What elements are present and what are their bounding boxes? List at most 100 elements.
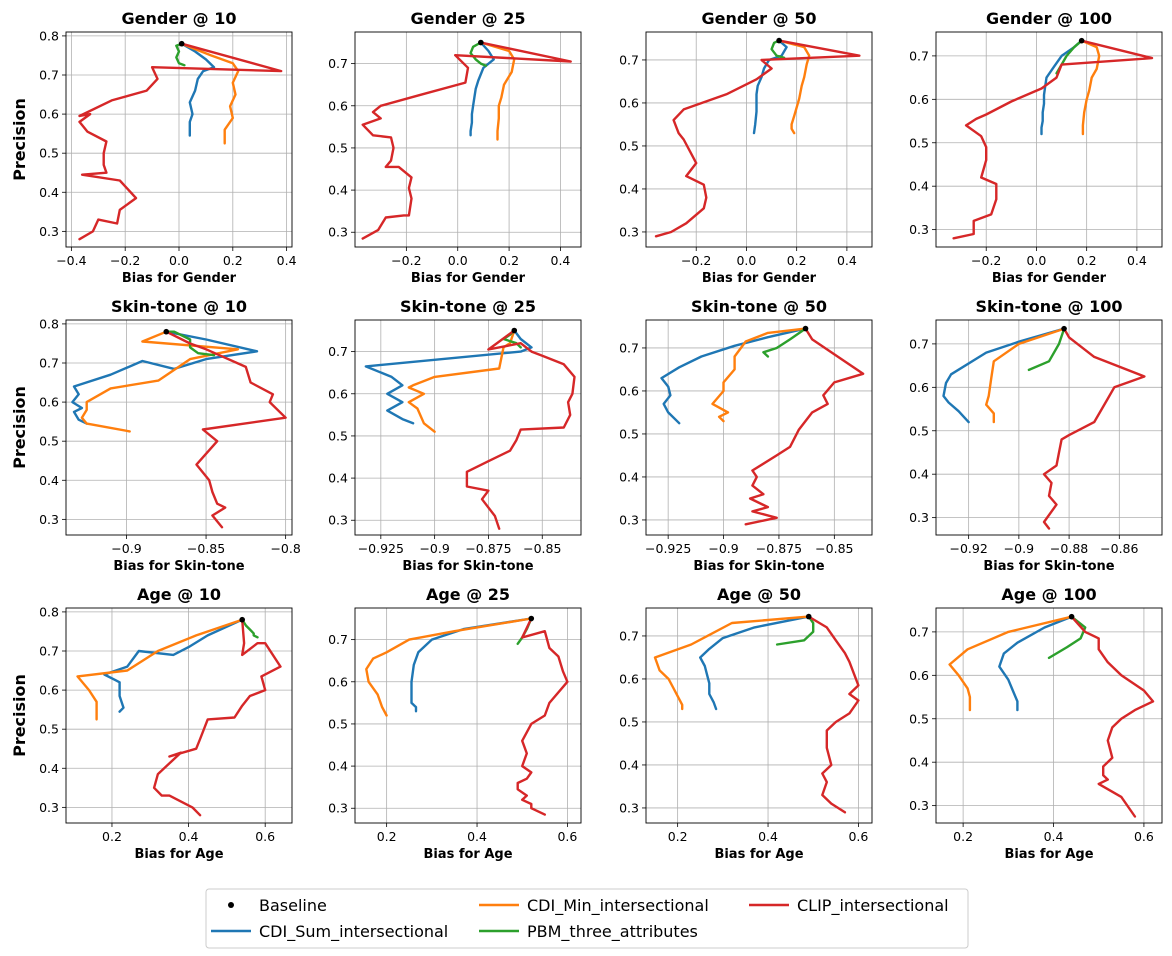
x-tick-label: 0.2 [668, 829, 688, 844]
x-axis-label: Bias for Skin-tone [693, 559, 824, 574]
x-tick-label: 0.4 [551, 253, 571, 268]
y-tick-label: 0.6 [909, 668, 929, 683]
baseline-point [178, 40, 185, 47]
y-tick-label: 0.6 [619, 95, 639, 110]
subplot-gender-100: −0.2 0.0 0.2 0.4 0.3 0.4 0.5 0.6 0.7 Gender @ 100… [909, 9, 1163, 286]
legend-frame [205, 888, 969, 949]
subplot-title: Gender @ 10 [122, 9, 237, 28]
subplot-skin-tone-50: −0.925 −0.9 −0.875 −0.85 0.3 0.4 0.5 0.6 0.7 Skin… [619, 297, 873, 574]
series-line-cdi-min-intersectional [365, 617, 533, 717]
plot-frame [935, 319, 1163, 536]
x-tick-label: −0.875 [465, 541, 511, 556]
x-tick-label: −0.85 [187, 541, 225, 556]
baseline-point [1068, 613, 1075, 620]
subplot-title: Gender @ 50 [702, 9, 817, 28]
y-tick-label: 0.5 [619, 714, 639, 729]
baseline-point [776, 37, 782, 44]
series-line-clip-intersectional [1070, 615, 1155, 818]
subplot-title: Age @ 25 [426, 585, 510, 604]
series-line-clip-intersectional [78, 42, 283, 241]
plot-frame [645, 31, 873, 248]
y-tick-label: 0.5 [619, 138, 639, 153]
y-tick-label: 0.7 [39, 356, 59, 371]
plot-frame [645, 607, 873, 824]
subplot-title: Skin-tone @ 10 [111, 297, 247, 316]
y-tick-label: 0.5 [328, 716, 348, 731]
subplot-skin-tone-25: −0.925 −0.9 −0.875 −0.85 0.3 0.4 0.5 0.6 0.7 Skin… [328, 297, 582, 574]
y-tick-label: 0.7 [328, 56, 348, 71]
legend-item-baseline: Baseline [228, 896, 327, 915]
plot-frame [935, 607, 1163, 824]
legend-label: CLIP_intersectional [797, 896, 949, 916]
x-tick-label: 0.2 [223, 253, 243, 268]
legend-label: CDI_Min_intersectional [527, 896, 709, 916]
series-line-cdi-sum-intersectional [180, 42, 216, 137]
y-tick-label: 0.3 [619, 224, 639, 239]
x-tick-label: −0.9 [419, 541, 449, 556]
series-line-pbm-three-attributes [762, 327, 807, 358]
subplot-title: Skin-tone @ 50 [691, 297, 827, 316]
x-tick-label: −0.92 [949, 541, 987, 556]
y-tick-label: 0.4 [39, 473, 59, 488]
plot-frame [354, 319, 582, 536]
series-line-cdi-min-intersectional [479, 41, 516, 141]
baseline-point [511, 327, 518, 334]
y-tick-label: 0.6 [328, 98, 348, 113]
x-tick-label: 0.2 [377, 829, 397, 844]
x-axis-label: Bias for Skin-tone [402, 559, 533, 574]
y-tick-label: 0.5 [619, 426, 639, 441]
baseline-point [1061, 325, 1067, 332]
plot-area [355, 32, 581, 247]
legend-item-cdi-min-intersectional: CDI_Min_intersectional [479, 896, 709, 916]
x-tick-label: 0.4 [1127, 253, 1147, 268]
y-tick-label: 0.7 [619, 52, 639, 67]
plot-area [66, 608, 292, 823]
x-tick-label: −0.2 [110, 253, 140, 268]
subplot-title: Age @ 50 [717, 585, 801, 604]
x-tick-label: 0.2 [102, 829, 122, 844]
x-tick-label: −0.85 [815, 541, 853, 556]
x-tick-label: 0.2 [953, 829, 973, 844]
x-tick-label: −0.86 [1100, 541, 1138, 556]
y-tick-label: 0.4 [39, 761, 59, 776]
legend-item-pbm-three-attributes: PBM_three_attributes [479, 922, 698, 942]
x-tick-label: 0.6 [848, 829, 868, 844]
y-tick-label: 0.3 [328, 513, 348, 528]
plot-frame [65, 607, 293, 824]
series-line-pbm-three-attributes [175, 42, 186, 67]
subplot-age-25: 0.2 0.4 0.6 0.3 0.4 0.5 0.6 0.7 Age @ 25 Bias for… [328, 585, 582, 862]
subplot-skin-tone-100: −0.92 −0.9 −0.88 −0.86 0.3 0.4 0.5 0.6 0.7 Skin-t… [909, 297, 1163, 574]
legend: Baseline CDI_Sum_intersectional CDI_Min_in… [205, 888, 969, 949]
x-axis-label: Bias for Skin-tone [113, 559, 244, 574]
y-tick-label: 0.6 [39, 395, 59, 410]
x-axis-label: Bias for Skin-tone [983, 559, 1114, 574]
y-tick-label: 0.5 [39, 722, 59, 737]
y-tick-label: 0.5 [328, 428, 348, 443]
subplot-age-50: 0.2 0.4 0.6 0.3 0.4 0.5 0.6 0.7 Age @ 50 Bias for… [619, 585, 873, 862]
subplot-skin-tone-10: −0.9 −0.85 −0.8 0.3 0.4 0.5 0.6 0.7 0.8 Skin-tone… [10, 297, 301, 574]
y-tick-label: 0.6 [909, 92, 929, 107]
legend-marker [228, 902, 234, 908]
series-line-pbm-three-attributes [1027, 327, 1066, 372]
subplot-title: Age @ 10 [137, 585, 221, 604]
series-group [71, 330, 287, 529]
plot-frame [65, 319, 293, 536]
x-tick-label: −0.875 [756, 541, 802, 556]
y-tick-label: 0.4 [328, 759, 348, 774]
plot-frame [645, 319, 873, 536]
y-tick-label: 0.4 [328, 183, 348, 198]
y-tick-label: 0.7 [328, 632, 348, 647]
series-group [653, 615, 860, 814]
y-tick-label: 0.6 [619, 671, 639, 686]
series-group [364, 329, 576, 530]
y-tick-label: 0.7 [39, 68, 59, 83]
x-tick-label: 0.4 [758, 829, 778, 844]
series-line-clip-intersectional [165, 330, 287, 529]
y-axis-label: Precision [10, 98, 29, 181]
x-tick-label: −0.4 [56, 253, 86, 268]
x-tick-label: −0.8 [270, 541, 300, 556]
baseline-point [1078, 37, 1085, 44]
x-tick-label: 0.0 [448, 253, 468, 268]
subplot-age-10: 0.2 0.4 0.6 0.3 0.4 0.5 0.6 0.7 0.8 Age @ 10 Bias … [10, 585, 293, 862]
series-line-cdi-min-intersectional [1080, 39, 1101, 136]
